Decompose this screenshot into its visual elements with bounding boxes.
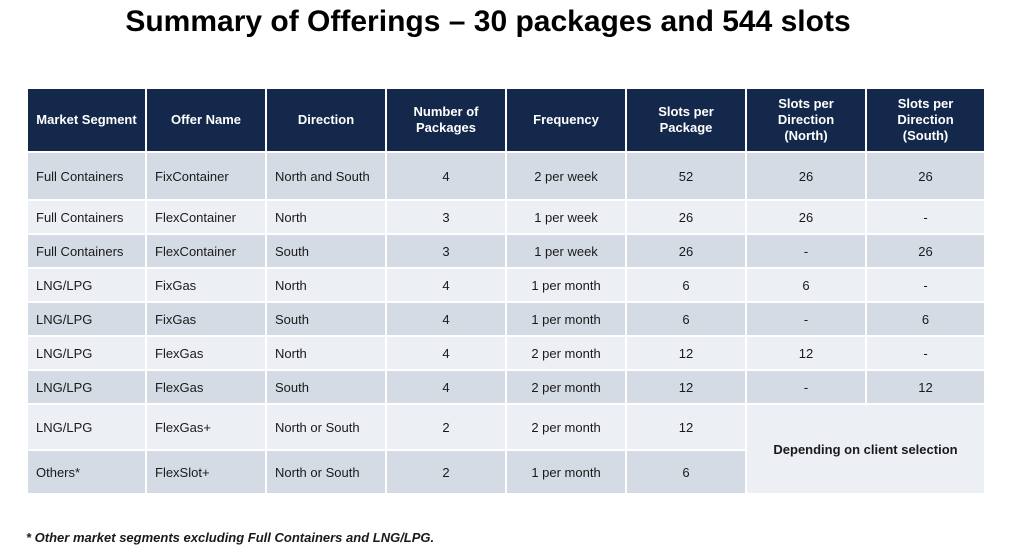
cell-number-of-packages: 4 (385, 301, 507, 337)
cell-number-of-packages: 3 (385, 199, 507, 235)
cell-market-segment: LNG/LPG (26, 335, 147, 371)
cell-slots-per-package: 12 (625, 335, 747, 371)
table-row: LNG/LPG FlexGas South 4 2 per month 12 -… (26, 369, 986, 405)
cell-offer-name: FlexGas (145, 335, 267, 371)
cell-slots-north: 26 (745, 151, 867, 201)
cell-slots-south: 26 (865, 151, 986, 201)
cell-slots-north: 26 (745, 199, 867, 235)
cell-direction: North (265, 199, 387, 235)
cell-market-segment: LNG/LPG (26, 403, 147, 451)
header-slots-per-package: Slots per Package (625, 87, 747, 153)
cell-slots-per-package: 6 (625, 449, 747, 495)
cell-slots-south: - (865, 335, 986, 371)
cell-slots-south: - (865, 267, 986, 303)
cell-slots-north: 12 (745, 335, 867, 371)
cell-offer-name: FlexSlot+ (145, 449, 267, 495)
table-row: LNG/LPG FixGas South 4 1 per month 6 - 6 (26, 301, 986, 337)
cell-market-segment: LNG/LPG (26, 267, 147, 303)
table-row: LNG/LPG FlexGas+ North or South 2 2 per … (26, 403, 986, 495)
cell-direction: South (265, 369, 387, 405)
cell-market-segment: Full Containers (26, 151, 147, 201)
cell-market-segment: Full Containers (26, 199, 147, 235)
cell-offer-name: FlexContainer (145, 233, 267, 269)
cell-number-of-packages: 4 (385, 335, 507, 371)
cell-direction: North (265, 335, 387, 371)
header-frequency: Frequency (505, 87, 627, 153)
cell-frequency: 2 per week (505, 151, 627, 201)
cell-slots-per-package: 6 (625, 301, 747, 337)
cell-offer-name: FixGas (145, 301, 267, 337)
cell-offer-name: FlexContainer (145, 199, 267, 235)
cell-direction: North (265, 267, 387, 303)
table-row: Full Containers FlexContainer South 3 1 … (26, 233, 986, 269)
cell-market-segment: LNG/LPG (26, 301, 147, 337)
cell-offer-name: FlexGas+ (145, 403, 267, 451)
table-row: Full Containers FixContainer North and S… (26, 151, 986, 201)
table-row: Others* FlexSlot+ North or South 2 1 per… (26, 449, 985, 495)
table-row: LNG/LPG FlexGas North 4 2 per month 12 1… (26, 335, 986, 371)
cell-frequency: 2 per month (505, 403, 627, 451)
header-direction: Direction (265, 87, 387, 153)
cell-offer-name: FixGas (145, 267, 267, 303)
merged-client-selection-note: Depending on client selection (745, 403, 986, 495)
offerings-table: Market Segment Offer Name Direction Numb… (26, 87, 986, 495)
cell-slots-south: 6 (865, 301, 986, 337)
cell-slots-per-package: 12 (625, 369, 747, 405)
cell-frequency: 1 per week (505, 233, 627, 269)
cell-offer-name: FlexGas (145, 369, 267, 405)
cell-frequency: 1 per week (505, 199, 627, 235)
cell-direction: North or South (265, 403, 387, 451)
page-title: Summary of Offerings – 30 packages and 5… (125, 5, 851, 38)
cell-slots-per-package: 26 (625, 233, 747, 269)
cell-slots-south: 26 (865, 233, 986, 269)
cell-market-segment: LNG/LPG (26, 369, 147, 405)
cell-direction: North or South (265, 449, 387, 495)
cell-direction: South (265, 233, 387, 269)
table-row: LNG/LPG FixGas North 4 1 per month 6 6 - (26, 267, 986, 303)
cell-frequency: 1 per month (505, 449, 627, 495)
cell-number-of-packages: 2 (385, 449, 507, 495)
table-row: Full Containers FlexContainer North 3 1 … (26, 199, 986, 235)
table-header-row: Market Segment Offer Name Direction Numb… (26, 87, 986, 153)
cell-slots-per-package: 12 (625, 403, 747, 451)
cell-frequency: 2 per month (505, 335, 627, 371)
cell-number-of-packages: 3 (385, 233, 507, 269)
cell-number-of-packages: 2 (385, 403, 507, 451)
cell-slots-south: 12 (865, 369, 986, 405)
cell-market-segment: Full Containers (26, 233, 147, 269)
header-market-segment: Market Segment (26, 87, 147, 153)
cell-frequency: 1 per month (505, 301, 627, 337)
cell-slots-per-package: 26 (625, 199, 747, 235)
header-slots-south: Slots per Direction (South) (865, 87, 986, 153)
cell-frequency: 2 per month (505, 369, 627, 405)
cell-direction: South (265, 301, 387, 337)
footnote: * Other market segments excluding Full C… (26, 530, 435, 545)
header-number-of-packages: Number of Packages (385, 87, 507, 153)
cell-market-segment: Others* (26, 449, 147, 495)
cell-slots-north: - (745, 369, 867, 405)
cell-slots-per-package: 6 (625, 267, 747, 303)
cell-number-of-packages: 4 (385, 369, 507, 405)
cell-frequency: 1 per month (505, 267, 627, 303)
cell-number-of-packages: 4 (385, 151, 507, 201)
cell-slots-north: 6 (745, 267, 867, 303)
cell-direction: North and South (265, 151, 387, 201)
header-offer-name: Offer Name (145, 87, 267, 153)
cell-offer-name: FixContainer (145, 151, 267, 201)
cell-slots-north: - (745, 301, 867, 337)
cell-slots-per-package: 52 (625, 151, 747, 201)
cell-slots-south: - (865, 199, 986, 235)
header-slots-north: Slots per Direction (North) (745, 87, 867, 153)
cell-number-of-packages: 4 (385, 267, 507, 303)
cell-slots-north: - (745, 233, 867, 269)
